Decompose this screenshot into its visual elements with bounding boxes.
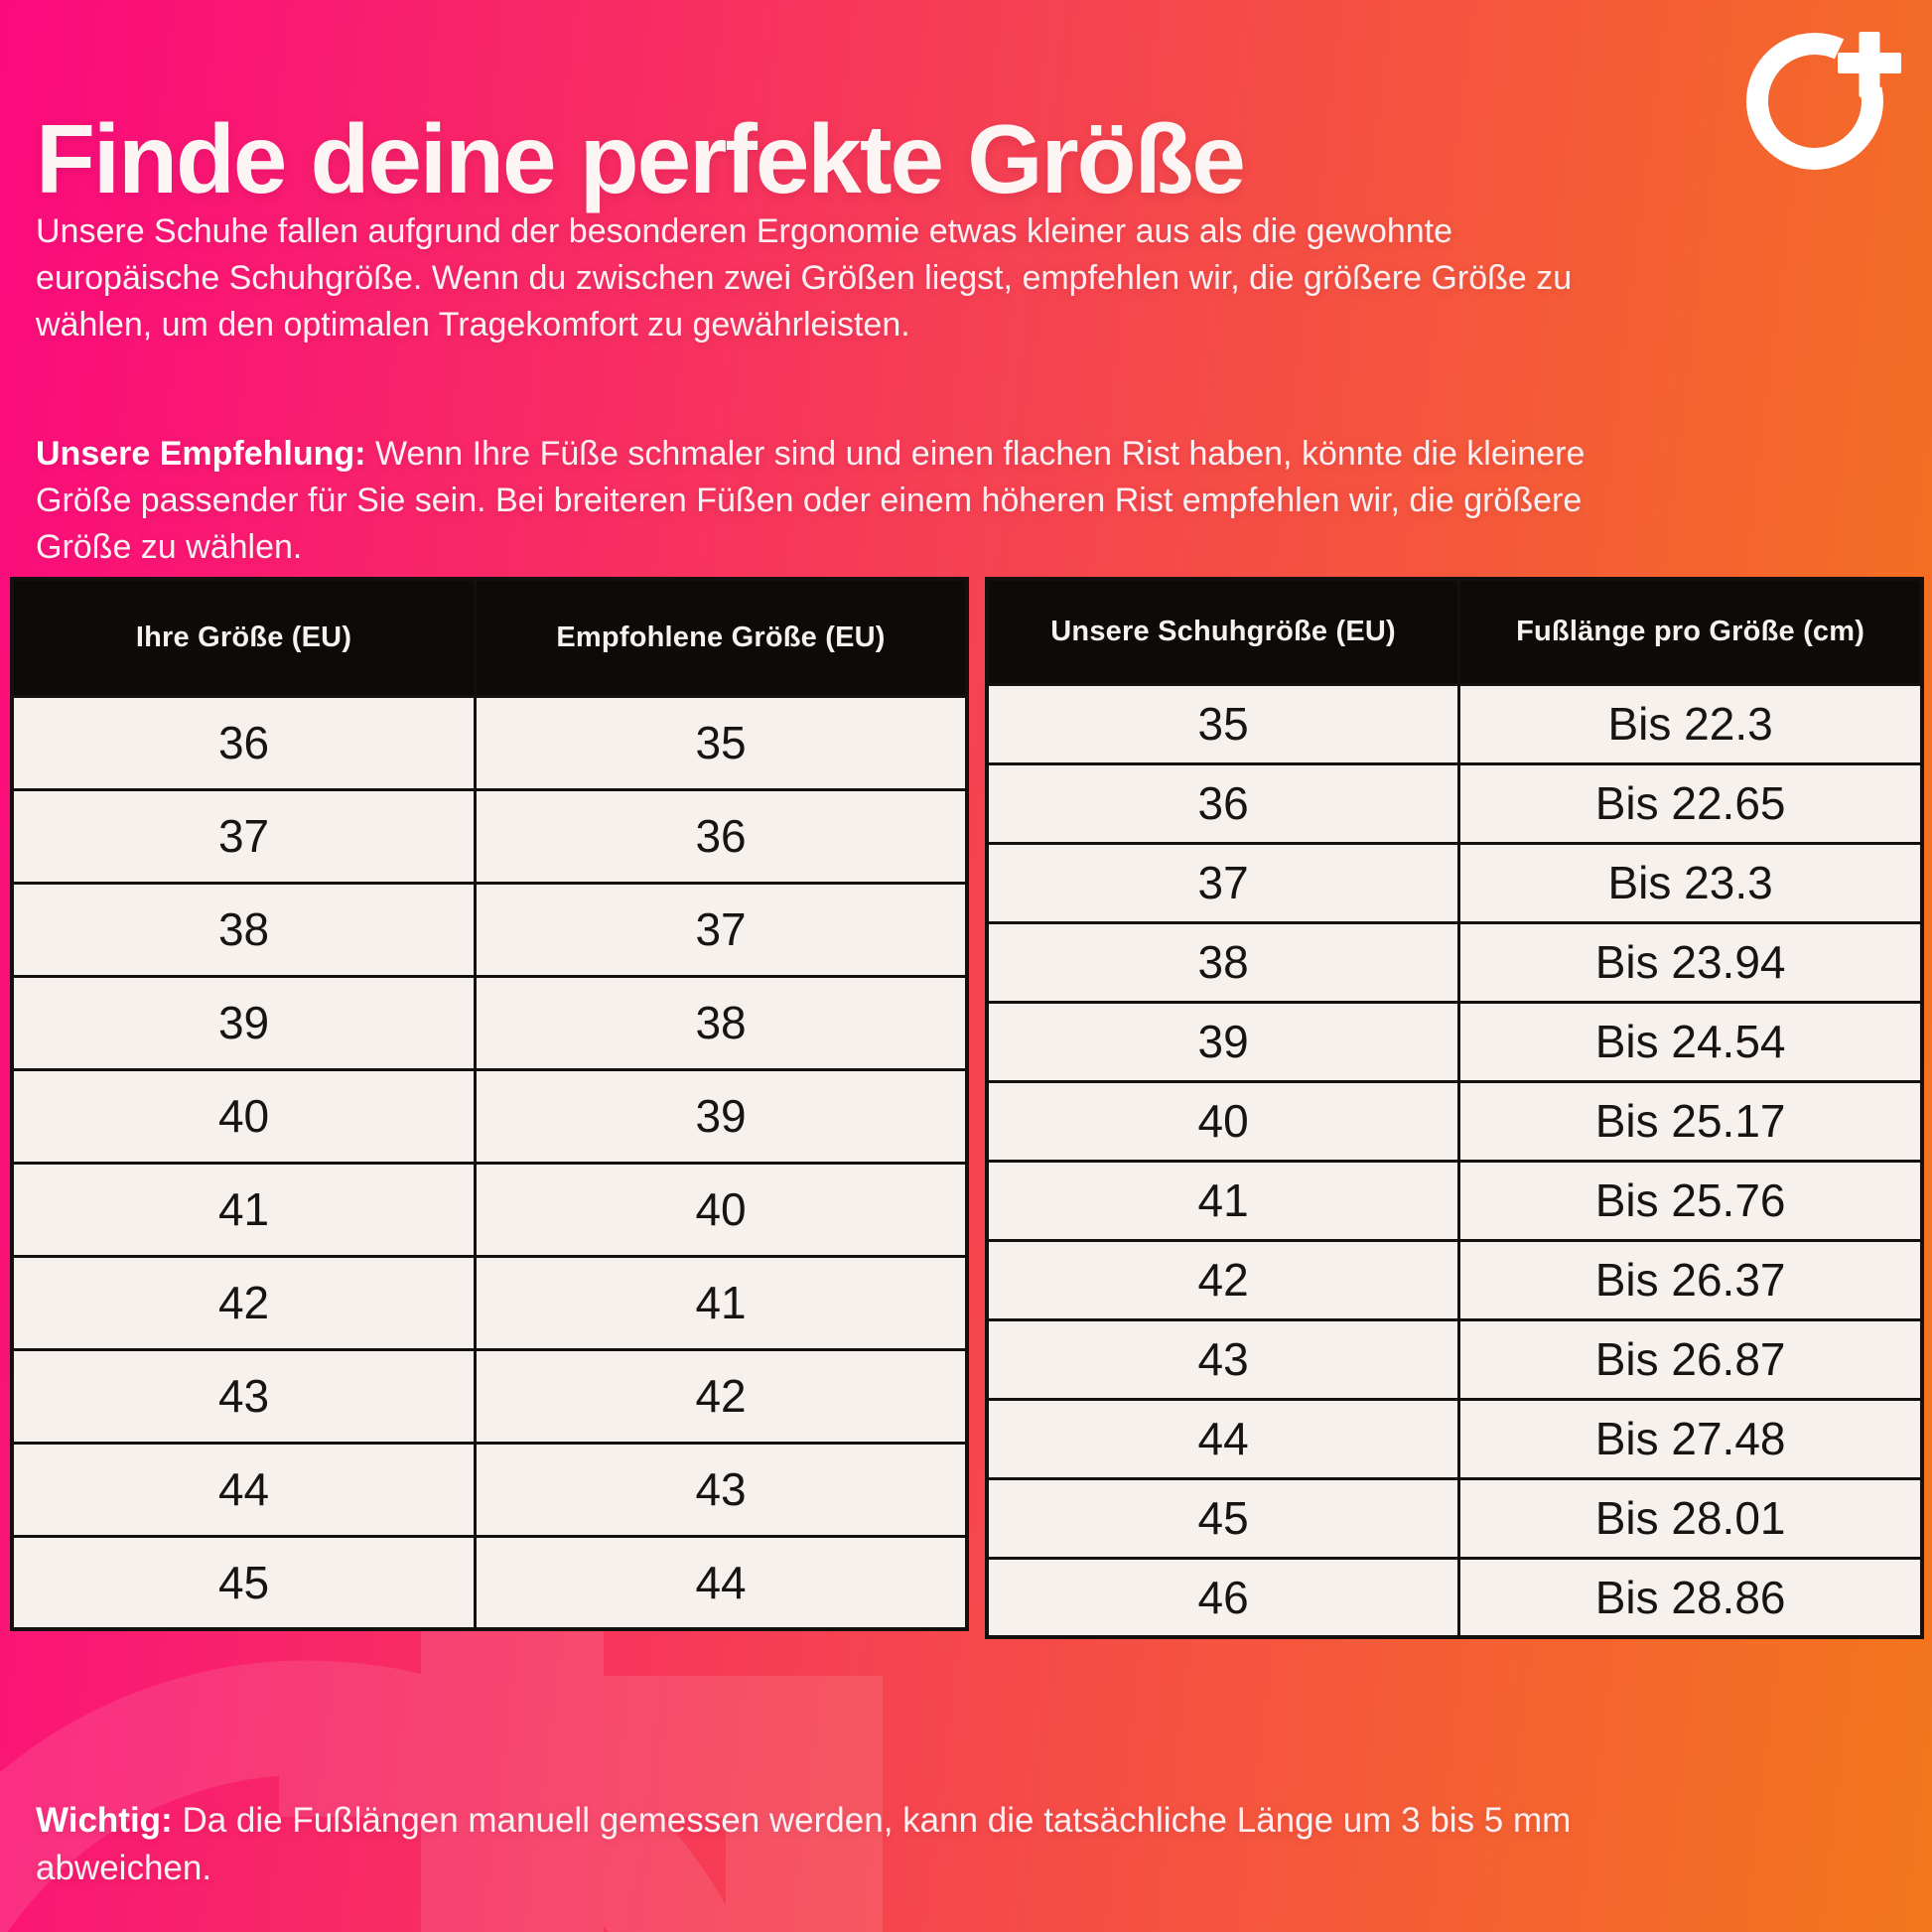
table-cell: 42 [474, 1347, 969, 1445]
table-row: 41 40 [10, 1161, 969, 1258]
table-cell: Bis 26.87 [1457, 1317, 1924, 1401]
table-cell: Bis 28.86 [1457, 1556, 1924, 1639]
table-cell: 36 [10, 694, 478, 791]
table-cell: 46 [985, 1556, 1461, 1639]
table-row: 43 Bis 26.87 [985, 1317, 1924, 1401]
table-cell: 37 [985, 841, 1461, 924]
table-cell: 45 [10, 1534, 478, 1631]
logo-plus-horizontal-icon [1838, 53, 1901, 73]
header-row: Unsere Schuhgröße (EU) Fußlänge pro Größ… [985, 577, 1924, 686]
column-header-shoe-size: Unsere Schuhgröße (EU) [985, 577, 1461, 686]
table-cell: 37 [474, 881, 969, 978]
table-row: 40 39 [10, 1067, 969, 1165]
table-cell: Bis 27.48 [1457, 1397, 1924, 1480]
recommendation-label: Unsere Empfehlung: [36, 435, 366, 473]
table-cell: Bis 24.54 [1457, 1000, 1924, 1083]
table-cell: 37 [10, 787, 478, 885]
table-cell: 44 [10, 1441, 478, 1538]
table-row: 37 36 [10, 787, 969, 885]
table-cell: 39 [474, 1067, 969, 1165]
table-cell: 45 [985, 1476, 1461, 1560]
foot-length-table: Unsere Schuhgröße (EU) Fußlänge pro Größ… [985, 577, 1924, 1639]
table-row: 44 Bis 27.48 [985, 1397, 1924, 1480]
table-row: 35 Bis 22.3 [985, 682, 1924, 765]
table-cell: 43 [10, 1347, 478, 1445]
table-cell: 42 [10, 1254, 478, 1351]
column-header-your-size: Ihre Größe (EU) [10, 577, 478, 698]
table-cell: Bis 28.01 [1457, 1476, 1924, 1560]
table-row: 46 Bis 28.86 [985, 1556, 1924, 1639]
table-row: 36 35 [10, 694, 969, 791]
column-header-recommended-size: Empfohlene Größe (EU) [474, 577, 969, 698]
table-cell: 44 [474, 1534, 969, 1631]
table-cell: 35 [985, 682, 1461, 765]
intro-paragraph: Unsere Schuhe fallen aufgrund der besond… [36, 212, 1573, 344]
table-row: 42 Bis 26.37 [985, 1238, 1924, 1321]
footer-note: Wichtig: Da die Fußlängen manuell gemess… [36, 1797, 1674, 1893]
recommendation-text: Wenn Ihre Füße schmaler sind und einen f… [36, 435, 1586, 566]
table-row: 37 Bis 23.3 [985, 841, 1924, 924]
footer-text: Da die Fußlängen manuell gemessen werden… [36, 1801, 1572, 1888]
table-row: 44 43 [10, 1441, 969, 1538]
table-row: 39 Bis 24.54 [985, 1000, 1924, 1083]
footer-label: Wichtig: [36, 1801, 173, 1840]
table-cell: 41 [474, 1254, 969, 1351]
table-cell: 42 [985, 1238, 1461, 1321]
table-cell: 39 [10, 974, 478, 1071]
table-cell: Bis 23.3 [1457, 841, 1924, 924]
table-cell: 36 [474, 787, 969, 885]
table-cell: 38 [985, 920, 1461, 1004]
table-row: 36 Bis 22.65 [985, 761, 1924, 845]
table-cell: 43 [474, 1441, 969, 1538]
table-row: 42 41 [10, 1254, 969, 1351]
table-cell: 36 [985, 761, 1461, 845]
table-cell: Bis 22.3 [1457, 682, 1924, 765]
table-cell: 41 [985, 1159, 1461, 1242]
header-row: Ihre Größe (EU) Empfohlene Größe (EU) [10, 577, 969, 698]
table-row: 40 Bis 25.17 [985, 1079, 1924, 1163]
table-cell: Bis 23.94 [1457, 920, 1924, 1004]
table-row: 38 37 [10, 881, 969, 978]
table-row: 43 42 [10, 1347, 969, 1445]
table-cell: Bis 26.37 [1457, 1238, 1924, 1321]
table-cell: 40 [474, 1161, 969, 1258]
brand-logo-circle-plus-icon [1746, 32, 1901, 170]
page-title: Finde deine perfekte Größe [36, 103, 1246, 213]
table-row: 38 Bis 23.94 [985, 920, 1924, 1004]
table-cell: Bis 25.76 [1457, 1159, 1924, 1242]
watermark-plus-horizontal-icon [279, 1676, 883, 1817]
table-cell: 43 [985, 1317, 1461, 1401]
table-cell: 40 [985, 1079, 1461, 1163]
table-cell: 40 [10, 1067, 478, 1165]
logo-ring-icon [1746, 32, 1883, 170]
table-cell: Bis 25.17 [1457, 1079, 1924, 1163]
table-cell: 35 [474, 694, 969, 791]
table-cell: 44 [985, 1397, 1461, 1480]
size-conversion-table: Ihre Größe (EU) Empfohlene Größe (EU) 36… [10, 577, 969, 1631]
table-row: 39 38 [10, 974, 969, 1071]
table-cell: Bis 22.65 [1457, 761, 1924, 845]
table-row: 45 Bis 28.01 [985, 1476, 1924, 1560]
recommendation-paragraph: Unsere Empfehlung: Wenn Ihre Füße schmal… [36, 431, 1589, 571]
column-header-foot-length: Fußlänge pro Größe (cm) [1457, 577, 1924, 686]
table-row: 45 44 [10, 1534, 969, 1631]
table-row: 41 Bis 25.76 [985, 1159, 1924, 1242]
table-cell: 39 [985, 1000, 1461, 1083]
table-cell: 38 [10, 881, 478, 978]
table-cell: 38 [474, 974, 969, 1071]
table-cell: 41 [10, 1161, 478, 1258]
